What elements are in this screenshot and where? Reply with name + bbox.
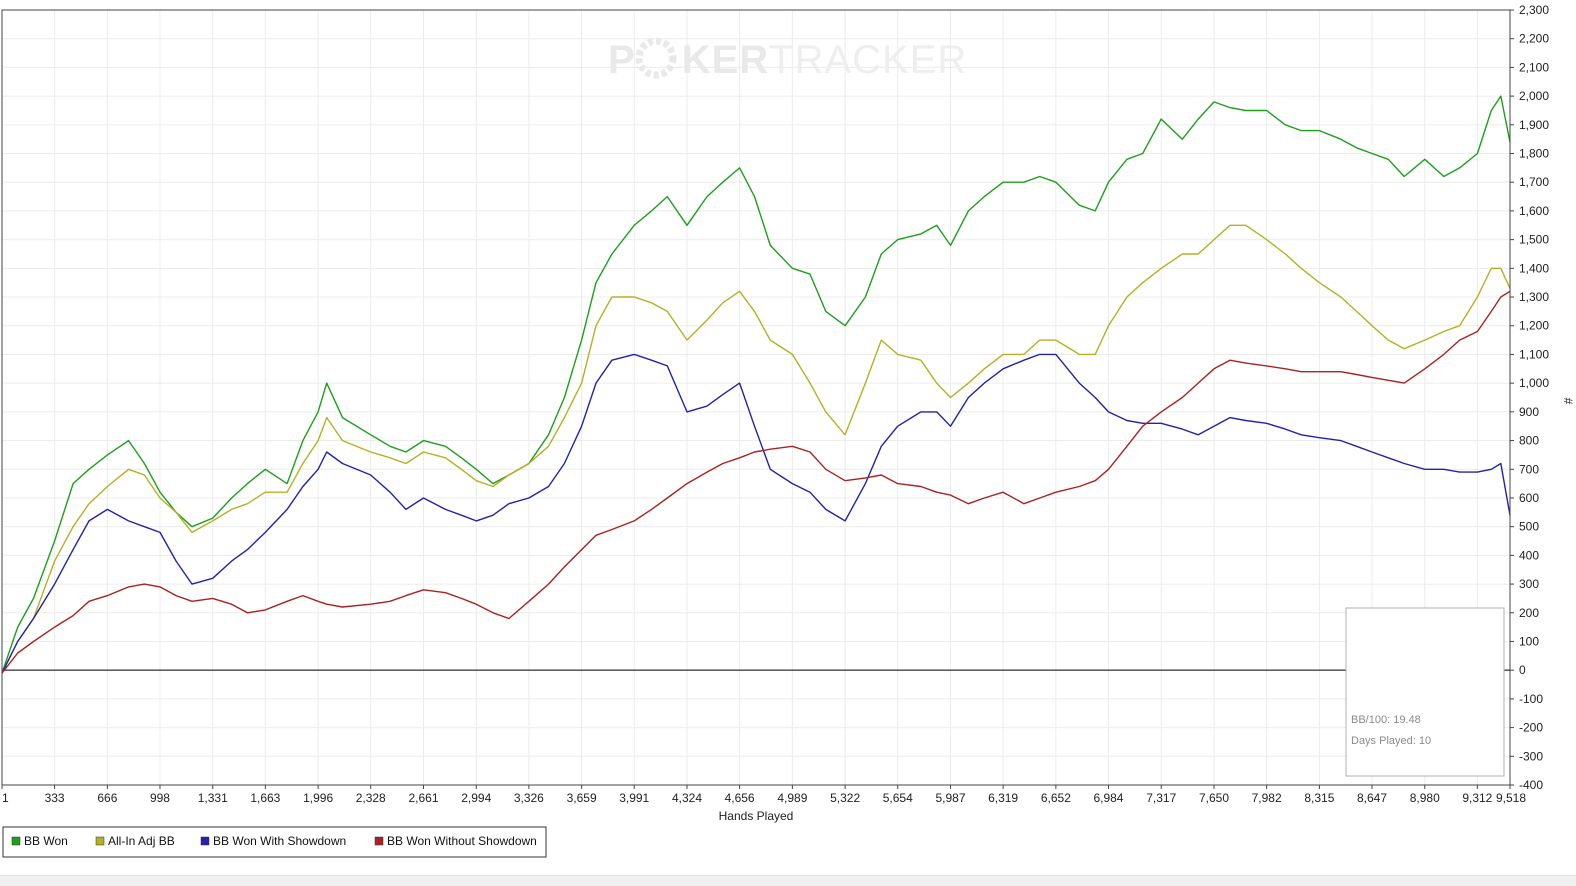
y-tick-label: 1,400 [1519,261,1549,275]
x-tick-label: 6,652 [1041,791,1071,805]
y-tick-label: -100 [1519,692,1543,706]
y-tick-label: 1,600 [1519,204,1549,218]
y-tick-label: -400 [1519,778,1543,792]
x-tick-label: 1,996 [303,791,333,805]
legend-label-bb-won: BB Won [24,834,68,848]
legend-swatch-bb-won-with-showdown [200,836,210,846]
x-tick-label: 333 [45,791,65,805]
x-tick-label: 3,659 [567,791,597,805]
x-tick-label: 6,984 [1093,791,1123,805]
series-line-bb-won-without-showdown [1,290,1511,674]
x-tick-label: 9,312 [1462,791,1492,805]
x-tick-label: 2,994 [461,791,491,805]
y-tick-label: 100 [1519,634,1539,648]
y-tick-label: -300 [1519,749,1543,763]
y-tick-label: 1,300 [1519,290,1549,304]
y-tick-label: 2,000 [1519,89,1549,103]
x-tick-label: 3,991 [619,791,649,805]
plot-background [2,10,1510,785]
legend-label-bb-won-with-showdown: BB Won With Showdown [213,834,346,848]
plot-frame [1,9,1511,786]
x-tick-label: 4,989 [777,791,807,805]
x-tick-label: 9,518 [1496,791,1526,805]
x-tick-label: 1 [2,791,9,805]
x-tick-label: 1,331 [198,791,228,805]
y-tick-label: 1,100 [1519,347,1549,361]
x-tick-label: 7,317 [1146,791,1176,805]
y-tick-label: 1,000 [1519,376,1549,390]
x-tick-label: 2,328 [356,791,386,805]
x-tick-label: 4,324 [672,791,702,805]
y-tick-label: 700 [1519,462,1539,476]
x-tick-label: 2,661 [408,791,438,805]
legend-swatch-bb-won [11,836,21,846]
y-tick-label: 2,300 [1519,3,1549,17]
x-tick-label: 5,987 [935,791,965,805]
x-tick-label: 7,650 [1199,791,1229,805]
y-tick-label: 200 [1519,606,1539,620]
x-axis: 1 333 666 998 1,331 1,663 1,996 2,328 2,661 2,994… [1,785,1526,805]
y-tick-label: 0 [1519,663,1526,677]
legend-swatch-bb-won-without-showdown [374,836,384,846]
legend: BB Won All-In Adj BB BB Won With Showdown B… [2,826,547,858]
y-axis-title: # [1561,398,1575,405]
x-tick-label: 4,656 [725,791,755,805]
y-tick-label: 400 [1519,548,1539,562]
legend-swatch-all-in-adj-bb [95,836,105,846]
series-line-bb-won [1,95,1511,674]
x-tick-label: 998 [150,791,170,805]
y-tick-label: 1,200 [1519,319,1549,333]
series-lines [1,95,1511,674]
series-line-bb-won-with-showdown [1,353,1511,674]
pokertracker-watermark: P KERTRACKER [608,38,967,82]
x-tick-label: 666 [97,791,117,805]
y-tick-label: 1,800 [1519,147,1549,161]
series-line-all-in-adj-bb [1,224,1511,674]
legend-label-bb-won-without-showdown: BB Won Without Showdown [387,834,537,848]
y-tick-label: 1,900 [1519,118,1549,132]
y-axis: -400 -300 -200 -100 0 100 200 300 400 500 600 700 80… [1510,3,1549,792]
y-tick-label: 1,500 [1519,233,1549,247]
x-tick-label: 8,315 [1304,791,1334,805]
y-tick-label: 600 [1519,491,1539,505]
x-tick-label: 6,319 [988,791,1018,805]
legend-label-all-in-adj-bb: All-In Adj BB [108,834,175,848]
y-tick-label: 300 [1519,577,1539,591]
stats-box[interactable]: BB/100: 19.48 Days Played: 10 [1345,607,1505,777]
y-tick-label: -200 [1519,721,1543,735]
y-tick-label: 2,200 [1519,32,1549,46]
y-tick-label: 2,100 [1519,60,1549,74]
y-tick-label: 800 [1519,434,1539,448]
x-tick-label: 5,654 [883,791,913,805]
y-tick-label: 900 [1519,405,1539,419]
y-tick-label: 1,700 [1519,175,1549,189]
days-played-stat: Days Played: 10 [1351,735,1431,747]
x-axis-title: Hands Played [719,809,794,823]
bottom-status-strip [0,875,1576,886]
x-tick-label: 5,322 [830,791,860,805]
x-tick-label: 3,326 [514,791,544,805]
x-tick-label: 1,663 [250,791,280,805]
poker-chip-logo-icon [635,37,677,79]
bb-per-100-stat: BB/100: 19.48 [1351,714,1421,726]
x-tick-label: 7,982 [1252,791,1282,805]
x-tick-label: 8,647 [1357,791,1387,805]
y-tick-label: 500 [1519,520,1539,534]
x-tick-label: 8,980 [1410,791,1440,805]
grid [1,9,1511,786]
